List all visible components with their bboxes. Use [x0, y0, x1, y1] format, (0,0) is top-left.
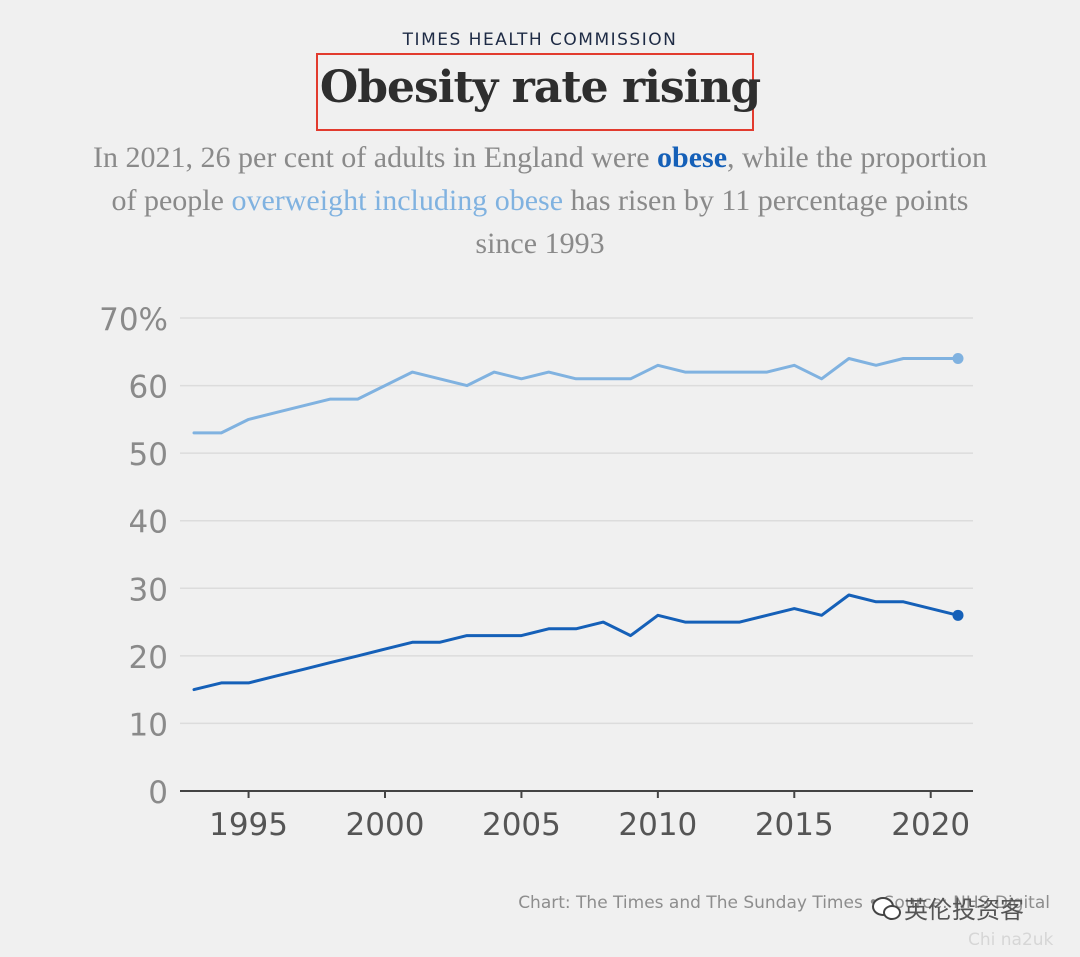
title-highlight-box: [316, 53, 754, 131]
y-tick-label: 60: [129, 370, 168, 406]
source-note: Chart: The Times and The Sunday Times • …: [518, 893, 1050, 913]
subtitle-text: In 2021, 26 per cent of adults in Englan…: [93, 141, 658, 174]
x-tick-label: 2020: [891, 807, 970, 843]
chart-title: Obesity rate rising: [319, 62, 761, 113]
watermark-text: 英伦投资客: [904, 896, 1024, 924]
x-tick-label: 2000: [346, 807, 425, 843]
kicker: TIMES HEALTH COMMISSION: [402, 30, 678, 50]
legend-label-obese: obese: [657, 141, 728, 174]
subtitle-text: has risen by 11 percentage points since …: [475, 184, 969, 260]
series-point-overweight: [952, 353, 964, 365]
subtitle-text: , while the proportion of people: [111, 141, 987, 217]
wechat-icon: [872, 896, 901, 920]
x-tick-label: 1995: [209, 807, 288, 843]
y-tick-label: 0: [148, 775, 168, 811]
y-tick-label: 10: [129, 707, 168, 743]
chart-subtitle: In 2021, 26 per cent of adults in Englan…: [90, 136, 990, 265]
watermark-subtext: Chi na2uk: [968, 930, 1054, 950]
x-tick-label: 2005: [482, 807, 561, 843]
y-tick-label: 70%: [99, 302, 168, 338]
y-tick-label: 30: [129, 572, 168, 608]
y-tick-label: 20: [129, 640, 168, 676]
series-line-overweight: [192, 357, 960, 435]
legend-label-overweight: overweight including obese: [231, 184, 564, 217]
y-tick-label: 50: [129, 437, 168, 473]
series-point-obese: [952, 609, 964, 621]
line-chart: 0 10 20 30 40 50 60 70% 1995 2000 2005 2010 2015 2020: [99, 302, 973, 843]
watermark: 英伦投资客: [872, 890, 1024, 925]
x-tick-label: 2015: [755, 807, 834, 843]
y-tick-label: 40: [129, 505, 168, 541]
series-line-obese: [192, 593, 960, 692]
x-tick-label: 2010: [618, 807, 697, 843]
